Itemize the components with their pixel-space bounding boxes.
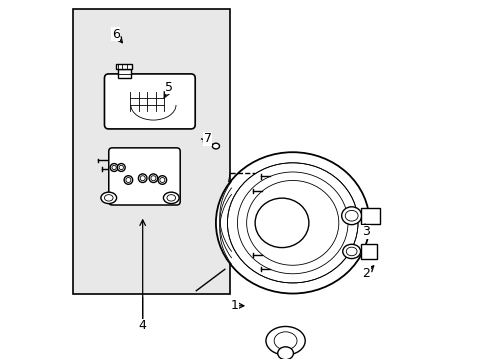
Text: 1: 1: [230, 299, 238, 312]
FancyBboxPatch shape: [104, 74, 195, 129]
Ellipse shape: [138, 174, 147, 183]
Ellipse shape: [163, 192, 179, 203]
Ellipse shape: [110, 163, 118, 171]
Ellipse shape: [277, 347, 293, 360]
Ellipse shape: [342, 244, 360, 258]
Text: 5: 5: [165, 81, 173, 94]
FancyBboxPatch shape: [108, 148, 180, 205]
Ellipse shape: [124, 176, 132, 184]
Bar: [360, 208, 380, 224]
Ellipse shape: [101, 192, 116, 203]
Text: 4: 4: [139, 319, 146, 332]
Text: 2: 2: [361, 267, 369, 280]
Ellipse shape: [265, 327, 305, 355]
Bar: [360, 244, 376, 258]
Text: 7: 7: [203, 132, 211, 145]
Ellipse shape: [216, 152, 369, 293]
FancyBboxPatch shape: [73, 9, 230, 294]
Ellipse shape: [212, 143, 219, 149]
Ellipse shape: [255, 198, 308, 248]
Ellipse shape: [117, 163, 125, 171]
Bar: [118, 69, 131, 78]
Bar: [116, 64, 132, 69]
Text: 3: 3: [361, 225, 369, 238]
Ellipse shape: [149, 174, 157, 183]
Ellipse shape: [341, 207, 361, 225]
Ellipse shape: [158, 176, 166, 184]
Text: 6: 6: [112, 28, 120, 41]
